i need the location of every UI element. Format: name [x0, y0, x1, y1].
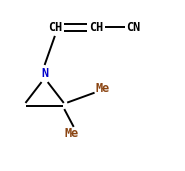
Text: CH: CH [89, 21, 103, 34]
Text: N: N [41, 67, 48, 80]
Text: CN: CN [126, 21, 141, 34]
Text: Me: Me [65, 127, 79, 140]
Text: Me: Me [96, 82, 110, 95]
Text: CH: CH [48, 21, 62, 34]
